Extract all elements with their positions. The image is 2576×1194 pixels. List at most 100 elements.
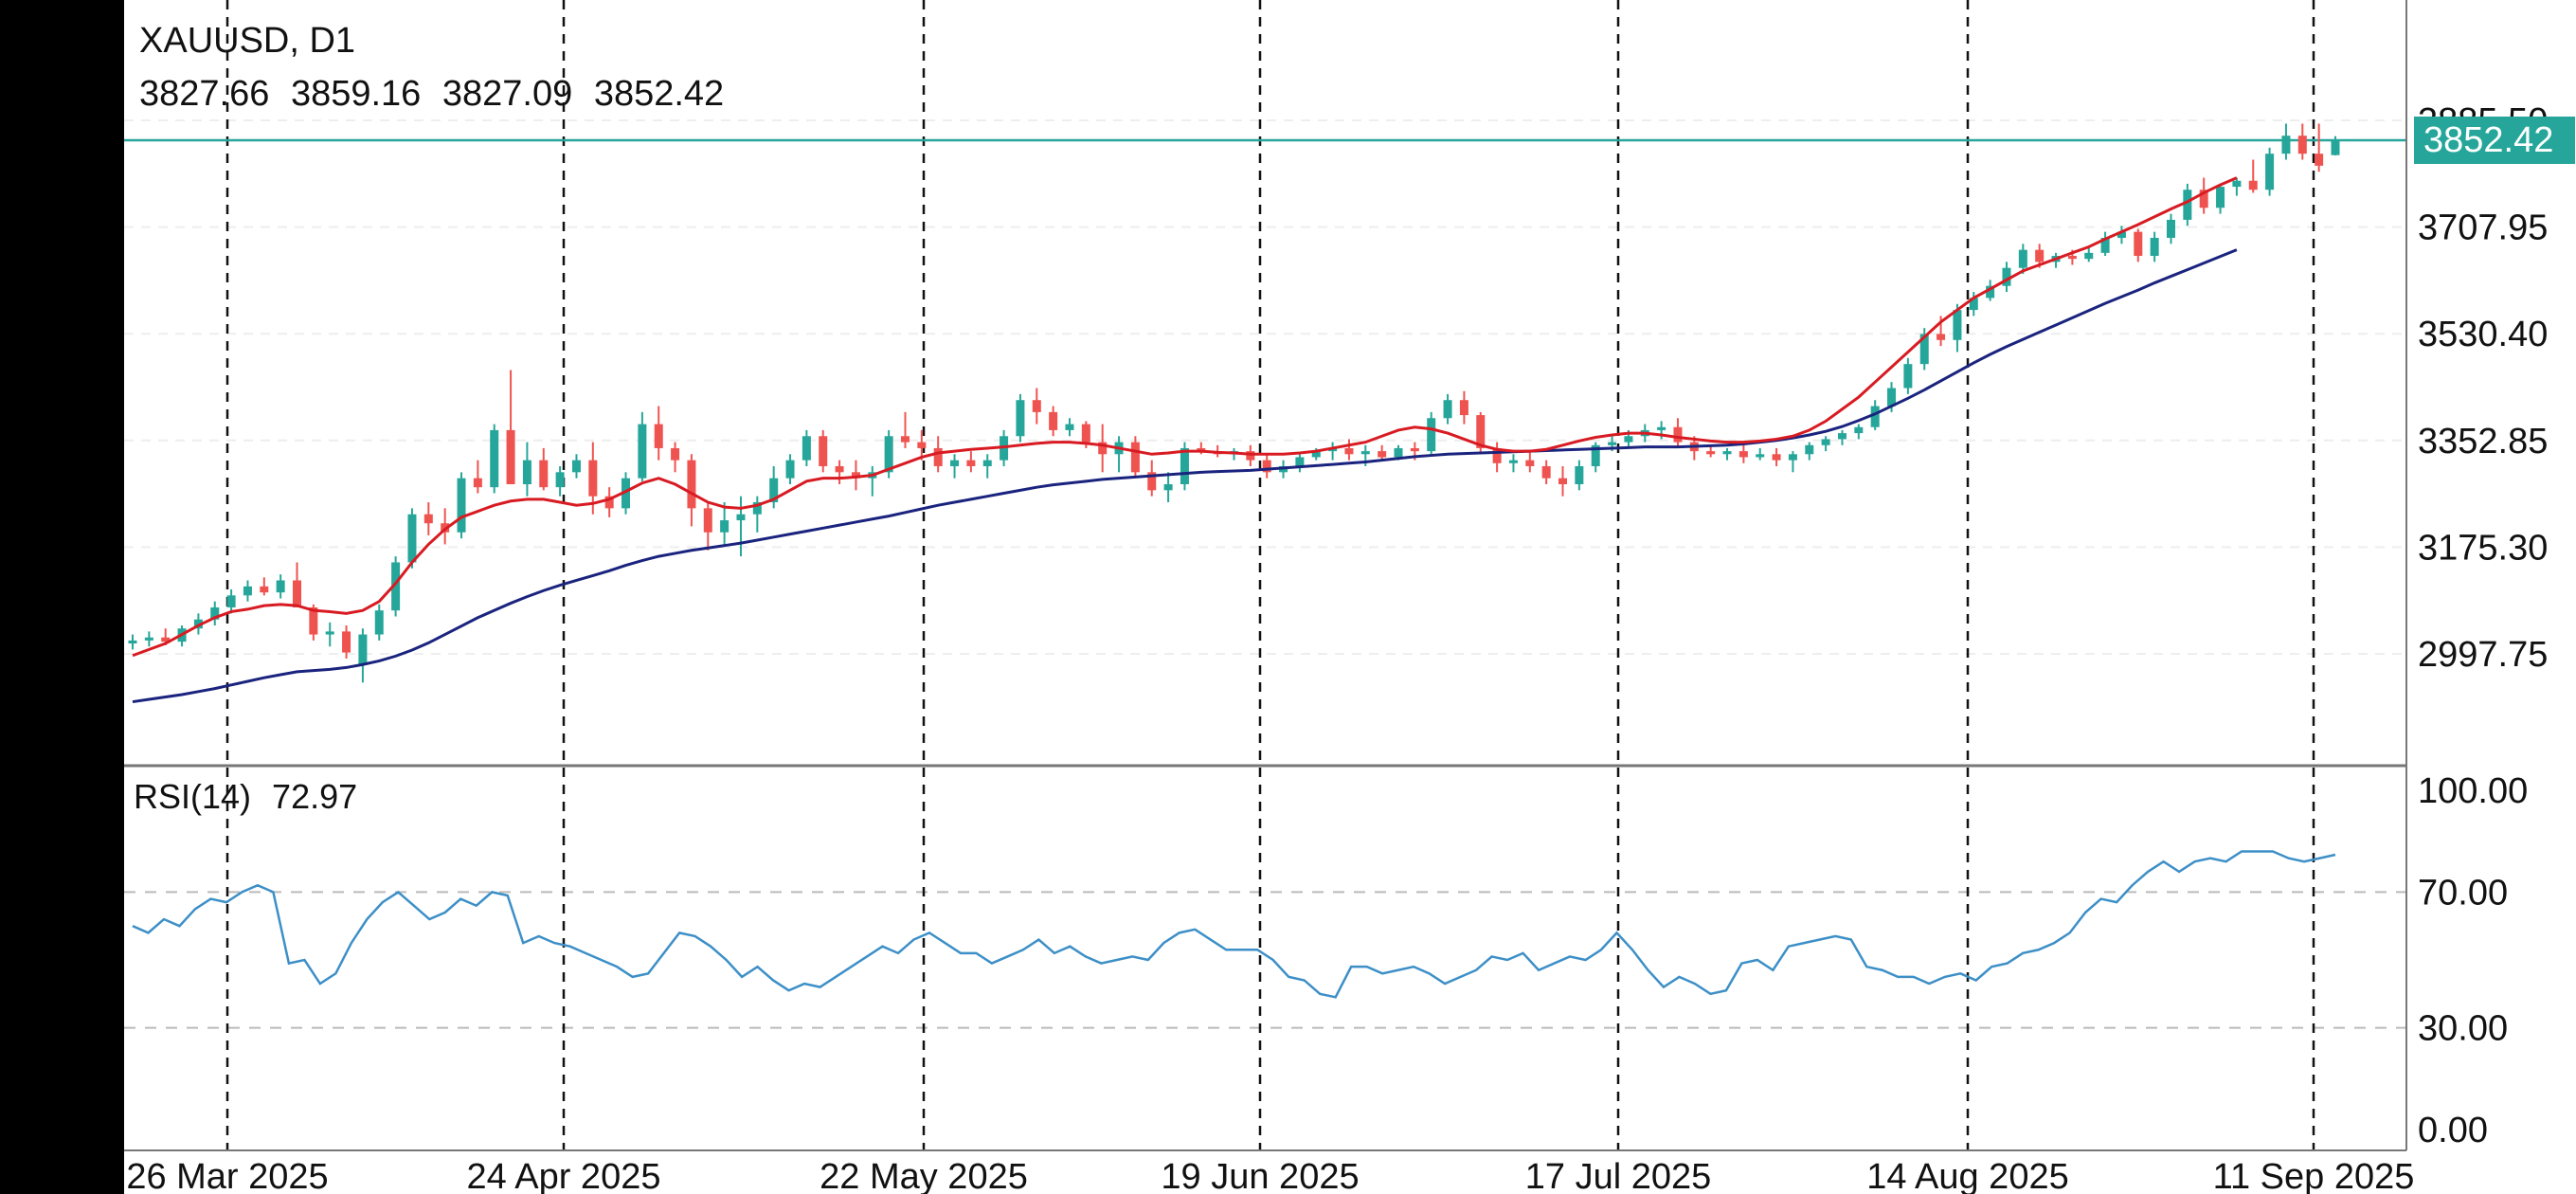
candle-body <box>571 460 581 473</box>
candle-body <box>1805 444 1814 455</box>
candle-body <box>473 478 482 488</box>
rsi-label: RSI(14) <box>134 777 252 816</box>
candle-body <box>2248 180 2258 190</box>
candle-body <box>358 634 368 665</box>
candle-body <box>293 580 302 608</box>
candle-body <box>2100 237 2110 253</box>
candle-body <box>161 637 171 642</box>
candle-body <box>260 586 269 593</box>
candle-body <box>819 436 828 466</box>
candle-body <box>1624 436 1633 443</box>
candle-body <box>2166 219 2175 238</box>
candle-body <box>1772 454 1781 461</box>
candle-body <box>2315 154 2324 166</box>
candle-body <box>276 580 285 593</box>
candle-body <box>1180 447 1189 485</box>
candle-body <box>1937 334 1946 340</box>
candle-body <box>1032 400 1041 412</box>
candle-body <box>752 502 762 515</box>
candle-body <box>1969 298 1978 311</box>
price-axis-label: 3352.85 <box>2418 422 2548 461</box>
candle-body <box>1295 457 1305 466</box>
left-margin <box>0 0 124 1194</box>
candle-body <box>654 424 663 448</box>
candle-body <box>1427 418 1436 452</box>
candle-body <box>2150 237 2159 257</box>
candle-body <box>687 460 696 509</box>
candle-body <box>522 460 531 485</box>
time-axis-label: 24 Apr 2025 <box>467 1157 661 1194</box>
candle-body <box>1986 285 1995 298</box>
candle-body <box>1098 442 1108 455</box>
candle-body <box>966 460 976 466</box>
price-axis-label: 3175.30 <box>2418 528 2548 568</box>
candle-body <box>1394 447 1403 458</box>
candle-body <box>2281 136 2291 154</box>
candle-body <box>769 478 779 503</box>
time-axis-label: 11 Sep 2025 <box>2213 1157 2415 1194</box>
candle-body <box>884 436 893 473</box>
rsi-pane <box>132 850 2336 999</box>
ohlc-low: 3827.09 <box>441 74 573 114</box>
candle-body <box>407 514 417 563</box>
candle-body <box>2297 136 2307 154</box>
candle-body <box>1541 465 1551 479</box>
candle-body <box>1919 334 1929 365</box>
candle-body <box>1608 442 1617 445</box>
candle-body <box>835 465 844 473</box>
candle-body <box>226 595 236 608</box>
candle-body <box>506 429 515 485</box>
candle-body <box>1837 433 1846 440</box>
candle-body <box>720 520 730 533</box>
candle-body <box>736 514 746 521</box>
candle-body <box>1854 426 1864 434</box>
candle-body <box>2232 180 2242 188</box>
candle-body <box>1738 451 1748 458</box>
candle-body <box>1492 447 1502 463</box>
candle-body <box>1262 460 1271 473</box>
candle-body <box>1722 451 1732 455</box>
candle-body <box>1525 460 1535 466</box>
candle-body <box>638 424 647 479</box>
rsi-axis-label: 100.00 <box>2418 771 2528 811</box>
current-price-tag: 3852.42 <box>2414 116 2575 164</box>
candle-body <box>1591 444 1600 466</box>
candle-body <box>2067 256 2077 260</box>
candle-body <box>309 607 318 635</box>
candle-body <box>1163 484 1173 491</box>
candle-body <box>423 514 433 524</box>
price-axis-label: 3707.95 <box>2418 208 2548 248</box>
candle-body <box>1508 460 1518 463</box>
candle-body <box>604 496 614 509</box>
time-axis-label: 26 Mar 2025 <box>126 1157 328 1194</box>
ohlc-open: 3827.66 <box>139 74 270 114</box>
price-pane <box>124 123 2406 704</box>
candle-body <box>1311 451 1321 458</box>
candle-body <box>703 508 712 533</box>
axis-layer: 3885.503707.953530.403352.853175.302997.… <box>124 0 2548 1194</box>
candle-body <box>2216 187 2225 208</box>
price-axis-label: 3530.40 <box>2418 315 2548 354</box>
candle-body <box>621 478 631 509</box>
rsi-title: RSI(14) 72.97 <box>134 777 369 817</box>
candle-body <box>2117 231 2126 238</box>
candle-body <box>1821 439 1830 445</box>
candle-body <box>457 478 466 533</box>
candle-body <box>1706 451 1716 455</box>
candle-body <box>2331 139 2340 155</box>
candle-body <box>1410 447 1419 452</box>
candle-body <box>1443 400 1452 419</box>
ohlc-high: 3859.16 <box>290 74 422 114</box>
candle-body <box>2018 249 2027 268</box>
candle-body <box>391 562 401 611</box>
rsi-line <box>132 850 2336 999</box>
candle-body <box>2134 231 2143 257</box>
candle-body <box>1378 451 1387 458</box>
candle-body <box>1558 478 1568 485</box>
candle-body <box>900 436 910 443</box>
time-axis-label: 19 Jun 2025 <box>1161 1157 1359 1194</box>
price-axis-label: 2997.75 <box>2418 635 2548 675</box>
candle-body <box>1476 415 1486 448</box>
candle-body <box>1197 447 1206 452</box>
